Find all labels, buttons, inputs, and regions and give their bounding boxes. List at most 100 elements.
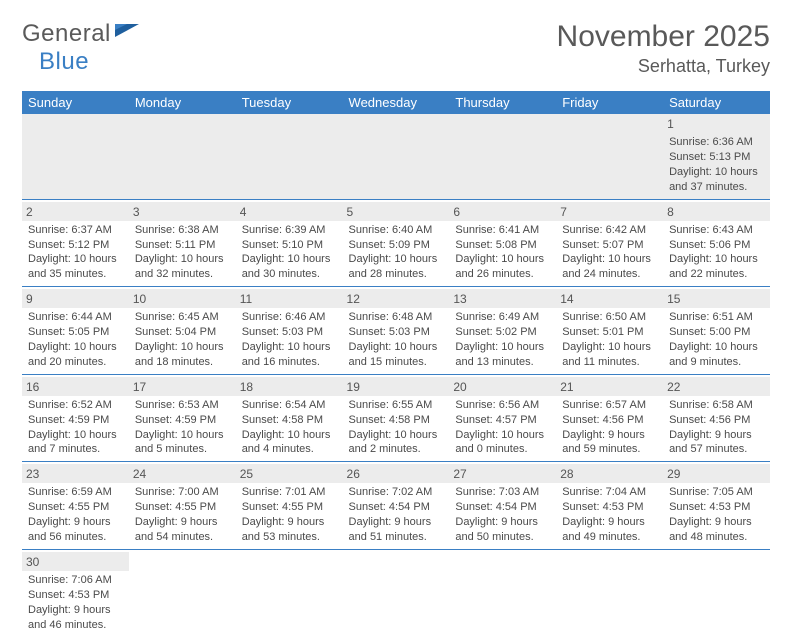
weekday-header-row: Sunday Monday Tuesday Wednesday Thursday… [22, 91, 770, 114]
day-number: 8 [663, 202, 770, 221]
day-details: Sunrise: 7:01 AMSunset: 4:55 PMDaylight:… [242, 485, 337, 544]
sunset-text: Sunset: 4:57 PM [455, 413, 550, 428]
calendar-cell: 9Sunrise: 6:44 AMSunset: 5:05 PMDaylight… [22, 287, 129, 375]
weekday-header: Saturday [663, 91, 770, 114]
day-details: Sunrise: 7:00 AMSunset: 4:55 PMDaylight:… [135, 485, 230, 544]
sunrise-text: Sunrise: 6:56 AM [455, 398, 550, 413]
calendar-cell: 23Sunrise: 6:59 AMSunset: 4:55 PMDayligh… [22, 462, 129, 550]
calendar-row: 9Sunrise: 6:44 AMSunset: 5:05 PMDaylight… [22, 287, 770, 375]
daylight-text-2: and 0 minutes. [455, 442, 550, 457]
weekday-header: Monday [129, 91, 236, 114]
calendar-row: 30Sunrise: 7:06 AMSunset: 4:53 PMDayligh… [22, 549, 770, 636]
daylight-text-2: and 5 minutes. [135, 442, 230, 457]
calendar-cell: 12Sunrise: 6:48 AMSunset: 5:03 PMDayligh… [343, 287, 450, 375]
day-details: Sunrise: 6:39 AMSunset: 5:10 PMDaylight:… [242, 223, 337, 282]
daylight-text-2: and 56 minutes. [28, 530, 123, 545]
flag-icon [115, 17, 141, 45]
daylight-text-1: Daylight: 9 hours [28, 603, 123, 618]
calendar-cell [343, 549, 450, 636]
calendar-cell: 13Sunrise: 6:49 AMSunset: 5:02 PMDayligh… [449, 287, 556, 375]
day-number: 12 [343, 289, 450, 308]
daylight-text-1: Daylight: 10 hours [242, 252, 337, 267]
day-details: Sunrise: 6:59 AMSunset: 4:55 PMDaylight:… [28, 485, 123, 544]
calendar-cell: 7Sunrise: 6:42 AMSunset: 5:07 PMDaylight… [556, 199, 663, 287]
day-number: 1 [663, 116, 770, 133]
calendar-cell [22, 114, 129, 199]
weekday-header: Thursday [449, 91, 556, 114]
daylight-text-2: and 28 minutes. [349, 267, 444, 282]
sunset-text: Sunset: 4:53 PM [28, 588, 123, 603]
calendar-cell [343, 114, 450, 199]
calendar-cell: 20Sunrise: 6:56 AMSunset: 4:57 PMDayligh… [449, 374, 556, 462]
sunset-text: Sunset: 5:06 PM [669, 238, 764, 253]
location: Serhatta, Turkey [557, 56, 770, 77]
day-details: Sunrise: 6:38 AMSunset: 5:11 PMDaylight:… [135, 223, 230, 282]
sunset-text: Sunset: 5:05 PM [28, 325, 123, 340]
daylight-text-2: and 22 minutes. [669, 267, 764, 282]
sunrise-text: Sunrise: 6:57 AM [562, 398, 657, 413]
day-number: 10 [129, 289, 236, 308]
day-details: Sunrise: 7:03 AMSunset: 4:54 PMDaylight:… [455, 485, 550, 544]
daylight-text-1: Daylight: 10 hours [562, 340, 657, 355]
day-number: 5 [343, 202, 450, 221]
daylight-text-2: and 35 minutes. [28, 267, 123, 282]
weekday-header: Wednesday [343, 91, 450, 114]
day-number: 26 [343, 464, 450, 483]
day-details: Sunrise: 7:02 AMSunset: 4:54 PMDaylight:… [349, 485, 444, 544]
day-details: Sunrise: 6:56 AMSunset: 4:57 PMDaylight:… [455, 398, 550, 457]
sunset-text: Sunset: 5:11 PM [135, 238, 230, 253]
day-details: Sunrise: 6:45 AMSunset: 5:04 PMDaylight:… [135, 310, 230, 369]
day-details: Sunrise: 6:58 AMSunset: 4:56 PMDaylight:… [669, 398, 764, 457]
sunset-text: Sunset: 5:12 PM [28, 238, 123, 253]
calendar-cell: 25 Sunrise: 7:01 AMSunset: 4:55 PMDayligh… [236, 462, 343, 550]
daylight-text-2: and 4 minutes. [242, 442, 337, 457]
day-number: 2 [22, 202, 129, 221]
daylight-text-1: Daylight: 10 hours [669, 165, 764, 180]
sunset-text: Sunset: 4:59 PM [28, 413, 123, 428]
sunset-text: Sunset: 4:53 PM [669, 500, 764, 515]
day-details: Sunrise: 6:42 AMSunset: 5:07 PMDaylight:… [562, 223, 657, 282]
header: General Blue November 2025 Serhatta, Tur… [22, 20, 770, 77]
daylight-text-1: Daylight: 10 hours [135, 340, 230, 355]
daylight-text-2: and 18 minutes. [135, 355, 230, 370]
calendar-row: 2Sunrise: 6:37 AMSunset: 5:12 PMDaylight… [22, 199, 770, 287]
calendar-row: 1Sunrise: 6:36 AMSunset: 5:13 PMDaylight… [22, 114, 770, 199]
daylight-text-1: Daylight: 9 hours [28, 515, 123, 530]
sunrise-text: Sunrise: 7:00 AM [135, 485, 230, 500]
calendar-cell [129, 114, 236, 199]
daylight-text-2: and 11 minutes. [562, 355, 657, 370]
day-details: Sunrise: 6:49 AMSunset: 5:02 PMDaylight:… [455, 310, 550, 369]
weekday-header: Friday [556, 91, 663, 114]
sunrise-text: Sunrise: 6:38 AM [135, 223, 230, 238]
sunset-text: Sunset: 5:07 PM [562, 238, 657, 253]
daylight-text-2: and 46 minutes. [28, 618, 123, 633]
calendar-cell: 5Sunrise: 6:40 AMSunset: 5:09 PMDaylight… [343, 199, 450, 287]
sunrise-text: Sunrise: 6:44 AM [28, 310, 123, 325]
calendar-cell: 1Sunrise: 6:36 AMSunset: 5:13 PMDaylight… [663, 114, 770, 199]
daylight-text-2: and 48 minutes. [669, 530, 764, 545]
daylight-text-2: and 30 minutes. [242, 267, 337, 282]
sunset-text: Sunset: 5:13 PM [669, 150, 764, 165]
day-number: 19 [343, 377, 450, 396]
daylight-text-1: Daylight: 10 hours [135, 252, 230, 267]
sunset-text: Sunset: 5:00 PM [669, 325, 764, 340]
sunset-text: Sunset: 5:09 PM [349, 238, 444, 253]
sunset-text: Sunset: 4:54 PM [455, 500, 550, 515]
daylight-text-2: and 59 minutes. [562, 442, 657, 457]
calendar-cell: 15Sunrise: 6:51 AMSunset: 5:00 PMDayligh… [663, 287, 770, 375]
day-details: Sunrise: 7:06 AMSunset: 4:53 PMDaylight:… [28, 573, 123, 632]
logo-text-2: Blue [39, 48, 89, 76]
day-number: 25 [236, 464, 343, 483]
daylight-text-1: Daylight: 10 hours [669, 340, 764, 355]
sunrise-text: Sunrise: 6:53 AM [135, 398, 230, 413]
sunset-text: Sunset: 4:56 PM [669, 413, 764, 428]
daylight-text-1: Daylight: 10 hours [28, 252, 123, 267]
day-number: 28 [556, 464, 663, 483]
day-details: Sunrise: 6:44 AMSunset: 5:05 PMDaylight:… [28, 310, 123, 369]
daylight-text-1: Daylight: 10 hours [562, 252, 657, 267]
day-details: Sunrise: 6:53 AMSunset: 4:59 PMDaylight:… [135, 398, 230, 457]
logo: General Blue [22, 20, 141, 76]
sunset-text: Sunset: 4:54 PM [349, 500, 444, 515]
daylight-text-2: and 51 minutes. [349, 530, 444, 545]
daylight-text-1: Daylight: 9 hours [562, 515, 657, 530]
